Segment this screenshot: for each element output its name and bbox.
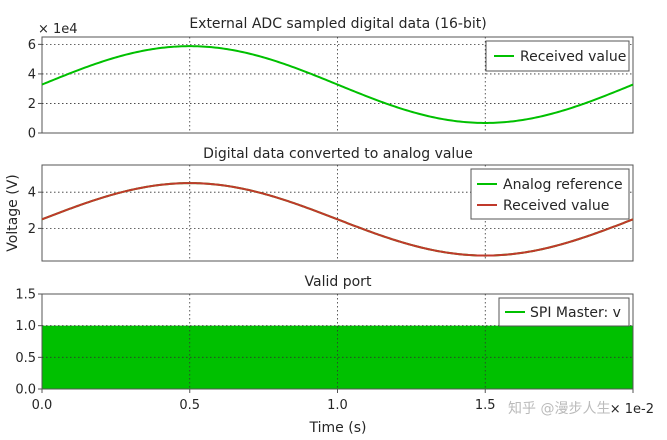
panel-valid-port: Valid port 0.0 0.5 1.0 1.5 SPI Master: v [15, 274, 634, 398]
x-axis-exponent-label: × 1e-2 [610, 402, 654, 417]
panel-1-series-1-line [41, 45, 634, 124]
xtick-label-2: 1.0 [327, 398, 348, 413]
panel-1-legend: Received value [485, 40, 630, 72]
panel-1-series [41, 45, 634, 124]
panel-3-y-ticks: 0.0 0.5 1.0 1.5 [15, 288, 42, 398]
panel-2-legend: Analog reference Received value [470, 168, 630, 220]
panel-3-legend: SPI Master: v [498, 297, 630, 327]
panel-3-ytick-label-1: 0.5 [15, 351, 36, 366]
panel-1-title: External ADC sampled digital data (16-bi… [189, 16, 486, 32]
panel-3-ytick-label-2: 1.0 [15, 319, 36, 334]
panel-3-ytick-label-3: 1.5 [15, 288, 36, 303]
panel-2-ytick-label-1: 4 [28, 186, 36, 201]
panel-2-legend-box [470, 168, 630, 220]
panel-2-y-ticks: 24 [28, 186, 42, 237]
y-axis-label: Voltage (V) [5, 174, 21, 251]
panel-2-series-2-line [41, 182, 634, 257]
watermark: 知乎 @漫步人生 [508, 400, 610, 417]
panel-1-y-ticks: 0 2 4 6 [28, 38, 42, 142]
panel-1-legend-label: Received value [520, 49, 626, 65]
panel-1-ytick-label-1: 2 [28, 97, 36, 112]
panel-1-exponent-label: × 1e4 [38, 22, 78, 37]
panel-analog: Digital data converted to analog value 2… [28, 146, 634, 262]
panel-2-legend-label-2: Received value [503, 198, 609, 214]
panel-3-ytick-label-0: 0.0 [15, 383, 36, 398]
panel-2-legend-label-1: Analog reference [503, 177, 623, 193]
xtick-label-0: 0.0 [32, 398, 53, 413]
panel-2-title: Digital data converted to analog value [203, 146, 473, 162]
panel-1-ytick-label-2: 4 [28, 67, 36, 82]
panel-adc-digital: External ADC sampled digital data (16-bi… [28, 16, 634, 142]
panel-2-ytick-label-0: 2 [28, 222, 36, 237]
panel-1-ytick-label-0: 0 [28, 127, 36, 142]
x-axis-label: Time (s) [309, 420, 367, 436]
xtick-label-3: 1.5 [475, 398, 496, 413]
xtick-label-1: 0.5 [179, 398, 200, 413]
x-axis-ticks: 0.0 0.5 1.0 1.5 [32, 389, 634, 413]
panel-3-title: Valid port [305, 274, 372, 290]
panel-3-legend-label: SPI Master: v [530, 305, 621, 321]
panel-1-legend-box [485, 40, 630, 72]
panel-2-series [41, 182, 634, 257]
panel-1-ytick-label-3: 6 [28, 38, 36, 53]
